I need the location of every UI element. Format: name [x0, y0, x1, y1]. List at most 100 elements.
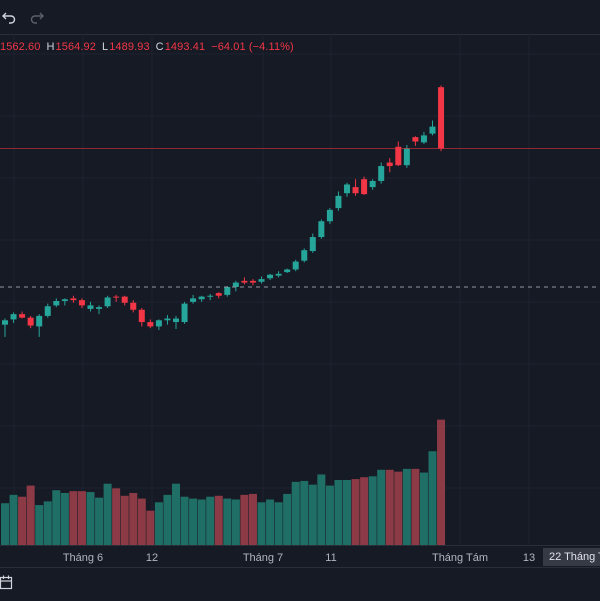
candle-body — [87, 305, 94, 309]
close-key: C — [155, 41, 164, 53]
high-key: H — [46, 41, 55, 53]
low-key: L — [101, 41, 109, 53]
candle-body — [207, 295, 214, 297]
volume-bar — [428, 451, 437, 545]
candle-body — [292, 261, 299, 270]
undo-button[interactable] — [0, 6, 20, 28]
candle-body — [369, 180, 376, 188]
candle-body — [70, 298, 77, 301]
volume-bar — [377, 469, 386, 545]
candle-body — [181, 303, 188, 323]
candle-body — [44, 306, 51, 316]
volume-bar — [266, 499, 275, 545]
volume-bar — [26, 485, 35, 545]
high-value: 1564.92 — [55, 41, 96, 53]
close-value: 1493.41 — [164, 41, 206, 53]
redo-button[interactable] — [26, 6, 48, 28]
volume-bar — [154, 502, 163, 545]
volume-bar — [103, 483, 112, 545]
volume-bar — [86, 492, 95, 545]
candle-body — [215, 293, 222, 296]
volume-bar — [43, 501, 52, 545]
candle-body — [173, 318, 179, 323]
volume-bar — [248, 493, 257, 545]
volume-bar — [360, 477, 369, 545]
volume-bar — [35, 505, 44, 545]
volume-bar — [206, 496, 215, 545]
candle-body — [130, 302, 137, 310]
volume-bar — [197, 499, 206, 545]
candle-body — [121, 296, 128, 303]
time-tick: 12 — [145, 552, 159, 564]
volume-bar — [351, 479, 360, 545]
candle-body — [429, 126, 436, 134]
candle-body — [19, 314, 26, 318]
top-toolbar — [0, 0, 600, 35]
candle-body — [113, 296, 120, 298]
volume-bar — [163, 494, 172, 545]
redo-icon — [30, 12, 44, 24]
ohlc-legend: 1562.60 H1564.92 L1489.93 C1493.41 −64.01 (−… — [0, 41, 294, 53]
undo-icon — [2, 12, 16, 24]
volume-bar — [317, 474, 326, 545]
change-value: −64.01 (−4.11%) — [211, 41, 294, 53]
volume-bar — [120, 495, 129, 545]
candle-body — [352, 187, 359, 194]
time-tick: Tháng 6 — [62, 552, 104, 564]
volume-bar — [69, 491, 78, 545]
volume-bar — [411, 468, 420, 545]
candle-body — [309, 237, 316, 252]
volume-bar — [214, 495, 223, 545]
volume-bar — [18, 496, 27, 545]
volume-bar — [95, 497, 104, 545]
candle-body — [301, 250, 308, 261]
volume-bar — [300, 480, 309, 545]
volume-bar — [1, 503, 9, 545]
volume-bar — [180, 496, 189, 545]
time-axis[interactable]: Tháng 6 12 Tháng 7 11 Tháng Tám 13 22 Th… — [0, 545, 600, 568]
volume-bar — [257, 502, 266, 545]
candle-body — [147, 322, 154, 327]
volume-bar — [9, 494, 18, 545]
volume-bar — [343, 480, 351, 545]
candle-body — [318, 221, 325, 238]
candle-body — [78, 300, 85, 306]
candle-body — [326, 209, 333, 222]
volume-bar — [240, 494, 249, 545]
candle-body — [224, 286, 231, 295]
candle-body — [344, 184, 350, 194]
candle-body — [361, 179, 368, 195]
candle-body — [386, 162, 393, 167]
candle-body — [378, 166, 385, 181]
volume-bar — [189, 498, 198, 545]
candle-body — [53, 301, 60, 306]
candle-body — [96, 307, 103, 309]
candle-body — [258, 279, 265, 282]
candle-body — [164, 318, 171, 321]
volume-bar — [172, 483, 180, 545]
candle-body — [403, 148, 410, 166]
candle-body — [2, 320, 8, 325]
time-tick: 13 — [522, 552, 536, 564]
time-tick: 11 — [325, 552, 337, 564]
candle-body — [412, 137, 419, 142]
time-tick: Tháng Tám — [431, 552, 489, 564]
calendar-icon[interactable] — [0, 575, 14, 591]
candle-body — [27, 317, 34, 326]
volume-bar — [52, 490, 61, 545]
volume-bar — [223, 498, 232, 545]
candle-body — [284, 269, 291, 273]
candle-body — [10, 314, 17, 320]
candle-body — [438, 87, 445, 149]
candle-body — [232, 282, 239, 287]
volume-bar — [385, 469, 394, 545]
volume-bar — [437, 419, 446, 545]
crosshair-time-label: 22 Tháng T — [543, 548, 600, 566]
volume-bar — [283, 493, 292, 545]
price-volume-chart[interactable] — [0, 34, 600, 545]
candle-body — [241, 280, 248, 283]
volume-bar — [60, 493, 69, 545]
bottom-toolbar — [0, 567, 600, 601]
volume-bar — [231, 499, 240, 545]
candle-body — [198, 296, 205, 300]
